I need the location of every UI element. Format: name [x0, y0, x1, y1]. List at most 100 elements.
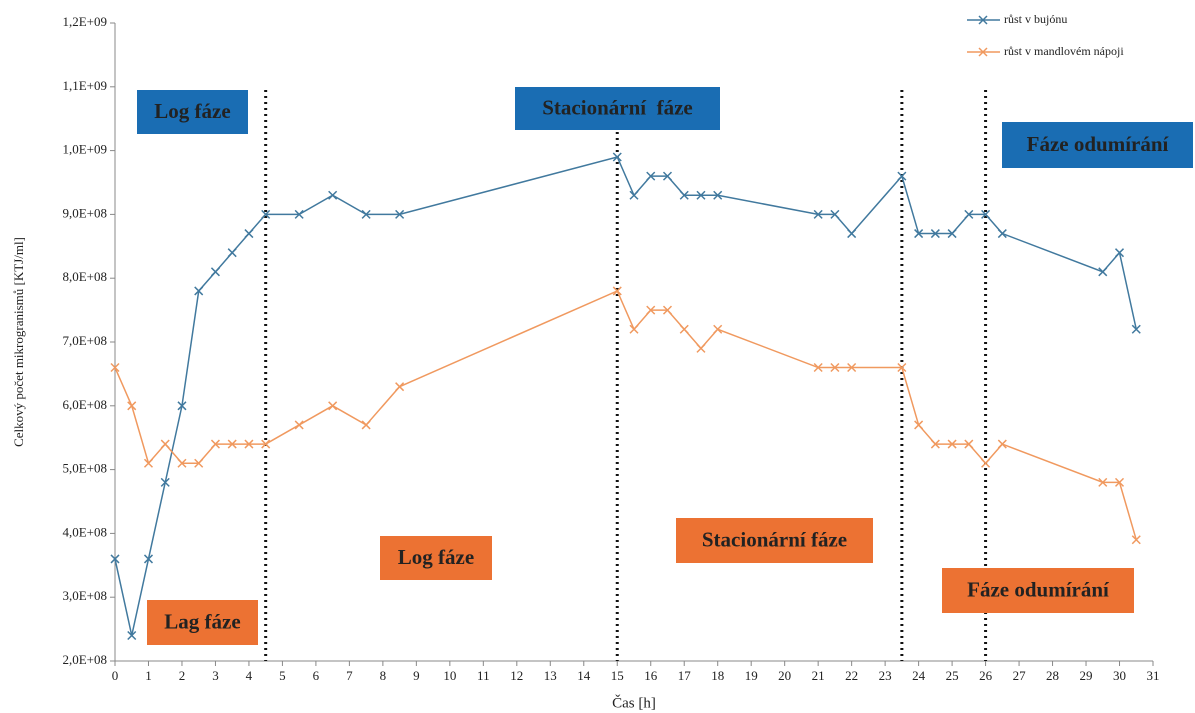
marker — [143, 458, 154, 468]
y-tick-label: 3,0E+08 — [62, 588, 107, 603]
y-tick-label: 6,0E+08 — [62, 397, 107, 412]
annotation-text: Log fáze — [398, 545, 474, 569]
x-tick-label: 0 — [112, 668, 119, 683]
annotation-text: Stacionární fáze — [702, 527, 847, 551]
marker — [244, 229, 254, 239]
x-tick-label: 16 — [644, 668, 658, 683]
x-tick-label: 31 — [1147, 668, 1160, 683]
marker — [713, 324, 723, 334]
series-line — [114, 289, 1137, 540]
annotation-text: Log fáze — [154, 99, 230, 123]
x-tick-label: 4 — [246, 668, 253, 683]
x-tick-label: 24 — [912, 668, 926, 683]
x-tick-label: 26 — [979, 668, 993, 683]
marker — [395, 209, 405, 219]
legend-label: růst v mandlovém nápoji — [1004, 44, 1124, 58]
marker — [662, 305, 673, 315]
y-tick-label: 8,0E+08 — [62, 269, 107, 284]
marker — [679, 324, 689, 334]
marker — [964, 439, 974, 449]
marker — [194, 286, 204, 296]
y-tick-label: 5,0E+08 — [62, 461, 107, 476]
x-tick-label: 21 — [812, 668, 825, 683]
y-tick-label: 7,0E+08 — [62, 333, 107, 348]
x-tick-label: 11 — [477, 668, 490, 683]
marker — [713, 190, 723, 200]
x-tick-label: 18 — [711, 668, 724, 683]
y-tick-label: 9,0E+08 — [62, 205, 107, 220]
x-tick-label: 12 — [510, 668, 523, 683]
marker — [110, 554, 120, 564]
y-tick-label: 1,0E+09 — [62, 142, 107, 157]
marker — [947, 439, 957, 449]
y-tick-label: 4,0E+08 — [62, 524, 107, 539]
x-tick-label: 2 — [179, 668, 186, 683]
x-tick-label: 23 — [879, 668, 892, 683]
marker — [177, 458, 187, 468]
x-tick-label: 15 — [611, 668, 624, 683]
marker — [930, 229, 940, 239]
legend-label: růst v bujónu — [1004, 12, 1067, 26]
marker — [629, 324, 639, 334]
y-tick-label: 1,2E+09 — [62, 14, 107, 29]
marker — [847, 229, 857, 239]
x-tick-label: 30 — [1113, 668, 1126, 683]
x-tick-label: 27 — [1013, 668, 1027, 683]
marker — [696, 343, 706, 353]
annotation-box — [137, 90, 248, 134]
marker — [261, 209, 271, 219]
marker — [1131, 535, 1141, 545]
x-tick-label: 20 — [778, 668, 791, 683]
marker — [210, 439, 220, 449]
marker — [981, 209, 991, 219]
x-tick-label: 13 — [544, 668, 557, 683]
marker — [127, 630, 137, 641]
marker — [328, 190, 338, 200]
marker — [328, 401, 338, 411]
marker — [981, 458, 991, 468]
marker — [646, 305, 656, 315]
x-tick-label: 29 — [1080, 668, 1093, 683]
marker — [261, 439, 271, 449]
marker — [227, 248, 237, 258]
marker — [830, 209, 840, 219]
x-tick-label: 1 — [145, 668, 152, 683]
marker — [696, 190, 706, 200]
legend-marker — [978, 15, 988, 25]
marker — [244, 439, 254, 449]
marker — [847, 362, 857, 373]
marker — [1114, 477, 1125, 487]
marker — [964, 209, 974, 219]
x-tick-label: 8 — [380, 668, 387, 683]
annotation-box — [1002, 122, 1193, 168]
marker — [897, 171, 907, 181]
marker — [813, 362, 823, 373]
marker — [194, 458, 204, 468]
x-axis-label: Čas [h] — [612, 694, 656, 711]
annotation-box — [147, 600, 258, 645]
series-line — [114, 156, 1137, 636]
x-tick-label: 25 — [946, 668, 959, 683]
x-tick-label: 19 — [745, 668, 758, 683]
x-tick-label: 28 — [1046, 668, 1059, 683]
marker — [127, 401, 137, 411]
x-tick-label: 6 — [313, 668, 320, 683]
marker — [1131, 324, 1141, 334]
annotation-box — [380, 536, 492, 580]
annotation-box — [515, 87, 720, 130]
annotation-text: Lag fáze — [164, 609, 240, 633]
marker — [646, 171, 656, 181]
marker — [143, 554, 154, 564]
y-tick-label: 2,0E+08 — [62, 652, 107, 667]
marker — [813, 209, 823, 219]
y-axis-label: Celkový počet mikrogranismů [KTJ/ml] — [11, 237, 26, 447]
annotation-box — [942, 568, 1134, 613]
x-tick-label: 17 — [678, 668, 692, 683]
annotation-text: Fáze odumírání — [967, 577, 1110, 601]
marker — [395, 382, 405, 392]
marker — [1098, 267, 1108, 277]
y-tick-label: 1,1E+09 — [62, 78, 107, 93]
x-tick-label: 9 — [413, 668, 420, 683]
marker — [210, 267, 220, 277]
